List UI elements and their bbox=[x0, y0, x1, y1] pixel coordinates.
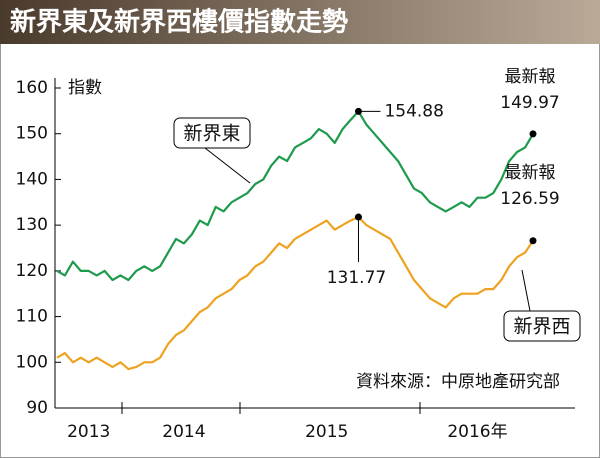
latest-value: 149.97 bbox=[500, 93, 559, 113]
chart-title: 新界東及新界西樓價指數走勢 bbox=[10, 7, 348, 38]
peak-label: 154.88 bbox=[384, 101, 443, 121]
y-tick-label: 120 bbox=[16, 261, 48, 281]
y-axis-label: 指數 bbox=[68, 78, 102, 98]
latest-label: 最新報 bbox=[505, 163, 556, 183]
legend-box bbox=[503, 310, 581, 342]
y-tick-label: 110 bbox=[16, 307, 48, 327]
source: 資料來源：中原地產研究部 bbox=[356, 372, 560, 392]
x-tick-label: 2015 bbox=[305, 422, 348, 442]
latest-label: 最新報 bbox=[505, 67, 556, 87]
series-line bbox=[56, 216, 534, 371]
title-bar bbox=[0, 0, 600, 44]
y-tick-label: 150 bbox=[16, 124, 48, 144]
legend-box bbox=[173, 117, 251, 149]
y-tick-label: 90 bbox=[26, 398, 48, 418]
y-tick-label: 160 bbox=[16, 78, 48, 98]
series-line bbox=[56, 110, 534, 282]
point-marker bbox=[529, 130, 537, 138]
y-tick-label: 100 bbox=[16, 352, 48, 372]
y-tick-label: 130 bbox=[16, 215, 48, 235]
leader bbox=[521, 269, 531, 312]
y-tick-label: 140 bbox=[16, 169, 48, 189]
legend-label: 新界東 bbox=[183, 123, 240, 145]
x-tick-label: 2013 bbox=[67, 422, 110, 442]
leader bbox=[204, 147, 251, 184]
x-tick-label: 2014 bbox=[162, 422, 205, 442]
point-marker bbox=[529, 237, 537, 245]
legend-label: 新界西 bbox=[513, 316, 570, 338]
peak-label: 131.77 bbox=[327, 268, 386, 288]
latest-value: 126.59 bbox=[500, 189, 559, 209]
x-tick-label: 2016年 bbox=[447, 422, 507, 442]
